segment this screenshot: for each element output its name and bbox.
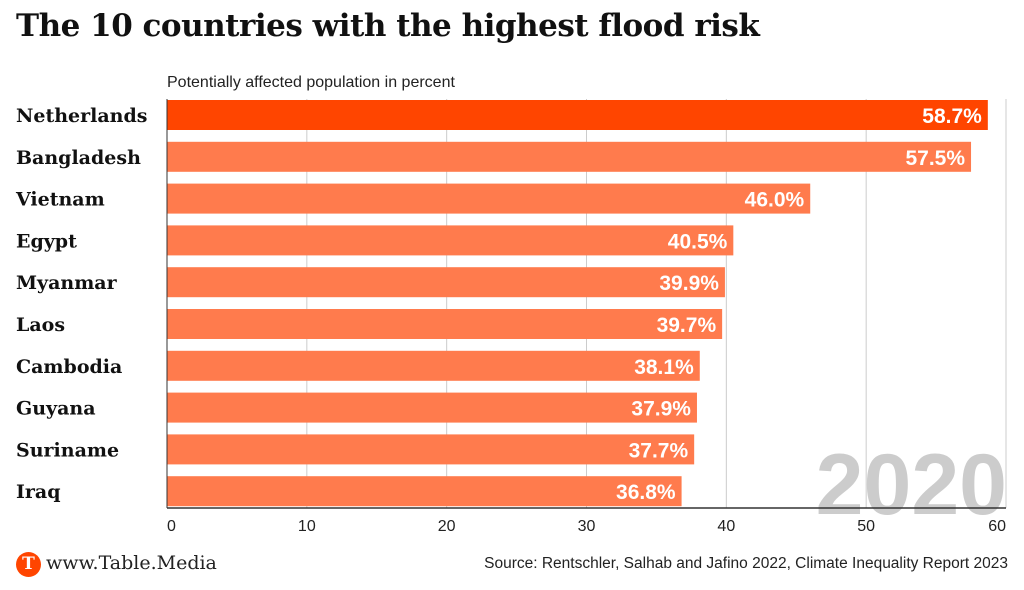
value-labels: 58.7% 57.5% 46.0% 40.5% 39.9% 39.7% 38.1% 37.9%… xyxy=(616,105,982,504)
category-label: Cambodia xyxy=(16,356,122,378)
category-label: Vietnam xyxy=(15,189,105,211)
value-label: 37.7% xyxy=(629,439,689,462)
x-tick-label: 60 xyxy=(988,518,1006,535)
bar xyxy=(167,309,723,339)
chart-title: The 10 countries with the highest flood … xyxy=(16,8,760,44)
value-label: 39.9% xyxy=(659,272,719,295)
x-tick-labels: 0 10 20 30 40 50 60 xyxy=(167,518,1006,535)
category-label: Netherlands xyxy=(16,105,147,127)
value-label: 39.7% xyxy=(657,314,717,337)
bar xyxy=(167,434,695,465)
category-label: Laos xyxy=(16,314,65,336)
bar xyxy=(167,183,811,214)
value-label: 38.1% xyxy=(634,356,694,379)
bar xyxy=(167,392,697,423)
bar xyxy=(167,350,700,381)
category-label: Guyana xyxy=(16,398,96,420)
value-label: 37.9% xyxy=(631,398,691,421)
category-label: Egypt xyxy=(16,230,77,252)
value-label: 57.5% xyxy=(905,147,965,170)
chart-subtitle: Potentially affected population in perce… xyxy=(167,74,455,91)
bar xyxy=(167,267,725,298)
value-label: 36.8% xyxy=(616,481,676,504)
category-label: Myanmar xyxy=(16,272,118,294)
table-media-logo-icon: T xyxy=(16,552,41,577)
x-tick-label: 30 xyxy=(578,518,596,535)
x-tick-label: 40 xyxy=(717,518,735,535)
category-label: Bangladesh xyxy=(16,147,141,169)
category-label: Iraq xyxy=(16,481,61,503)
value-label: 46.0% xyxy=(745,189,805,212)
footer-site-link[interactable]: www.Table.Media xyxy=(46,552,217,574)
x-tick-label: 20 xyxy=(438,518,456,535)
x-tick-label: 50 xyxy=(857,518,875,535)
bars xyxy=(167,100,988,507)
bar xyxy=(167,100,988,130)
footer-source: Source: Rentschler, Salhab and Jafino 20… xyxy=(484,555,1008,572)
value-label: 58.7% xyxy=(922,105,982,128)
category-labels: Netherlands Bangladesh Vietnam Egypt Myanmar… xyxy=(15,105,147,503)
bar xyxy=(167,141,972,172)
year-watermark: 2020 xyxy=(816,437,1007,533)
bar xyxy=(167,476,682,507)
x-tick-label: 0 xyxy=(167,518,176,535)
value-label: 40.5% xyxy=(668,230,728,253)
bar xyxy=(167,225,734,256)
x-tick-label: 10 xyxy=(298,518,316,535)
category-label: Suriname xyxy=(16,439,119,461)
